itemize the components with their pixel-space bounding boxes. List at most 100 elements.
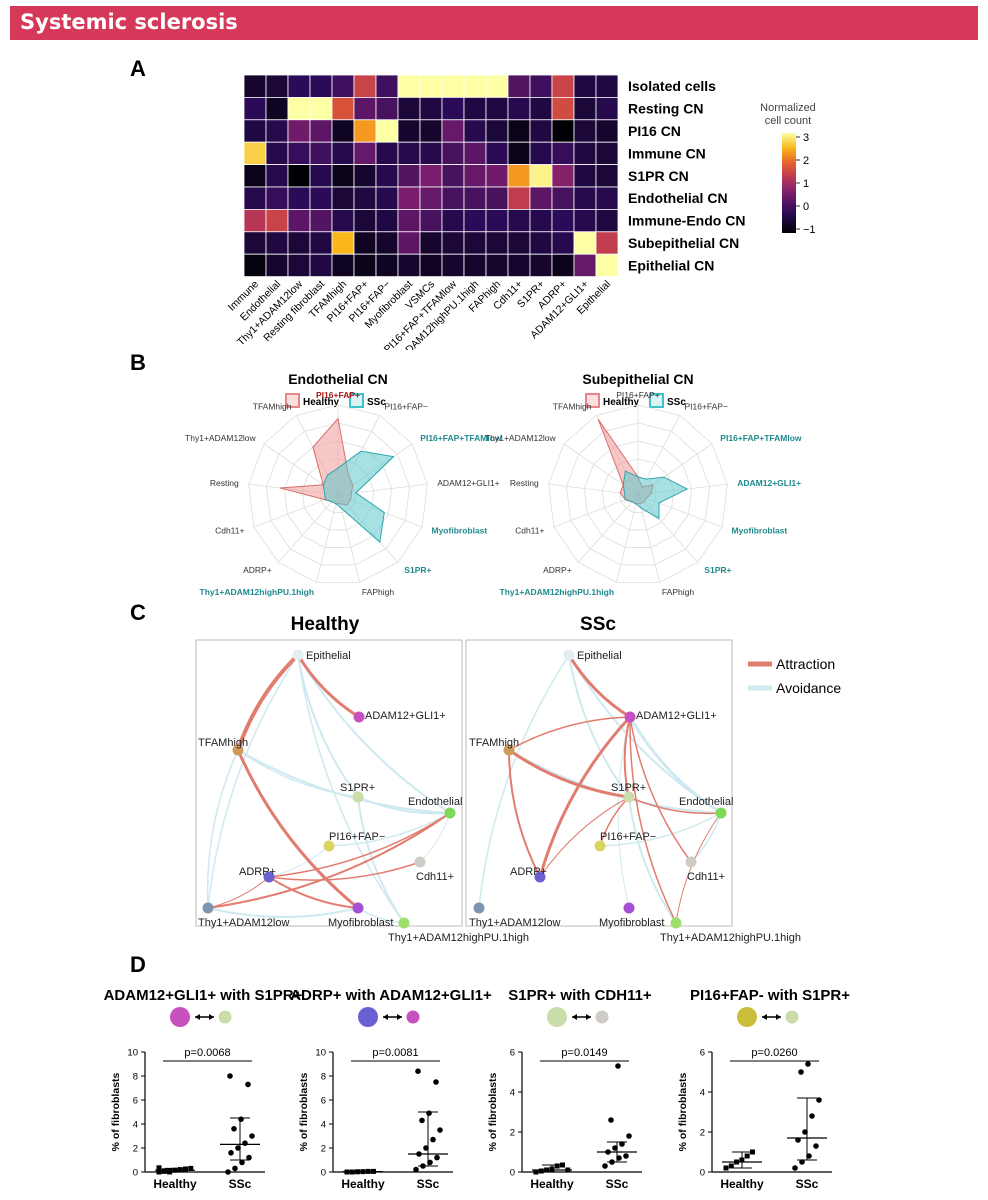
avoidance-edge bbox=[207, 654, 299, 909]
heatmap-cell bbox=[397, 74, 421, 98]
radar-grid bbox=[583, 440, 693, 548]
heatmap-cell bbox=[265, 253, 289, 277]
avoidance-edge bbox=[628, 796, 677, 924]
heatmap-cell bbox=[595, 141, 619, 165]
heatmap-cell bbox=[529, 253, 553, 277]
radar-spoke bbox=[337, 494, 360, 583]
network-node bbox=[594, 840, 606, 852]
heatmap-cell bbox=[441, 141, 465, 165]
radar-axis-label: Thy1+ADAM12low bbox=[185, 433, 256, 443]
heatmap-cell bbox=[419, 231, 443, 255]
heatmap-cell bbox=[551, 231, 575, 255]
healthy-point bbox=[161, 1168, 167, 1174]
radar-axis-label: FAPhigh bbox=[362, 587, 394, 597]
heatmap-cell bbox=[353, 74, 377, 98]
legend-ssc-label: SSc bbox=[667, 397, 686, 408]
heatmap-cell bbox=[529, 141, 553, 165]
heatmap-cell bbox=[573, 231, 597, 255]
radar-axis-label: Thy1+ADAM12low bbox=[485, 433, 556, 443]
attraction-edge bbox=[236, 653, 300, 751]
avoidance-edge bbox=[628, 716, 722, 815]
ssc-point bbox=[423, 1145, 429, 1151]
heatmap-cell bbox=[595, 74, 619, 98]
heatmap-cell bbox=[573, 186, 597, 210]
healthy-point bbox=[365, 1168, 371, 1174]
ssc-point bbox=[619, 1141, 625, 1147]
healthy-point bbox=[744, 1153, 750, 1159]
heatmap-cell bbox=[419, 186, 443, 210]
avoidance-edge bbox=[617, 716, 631, 909]
x-tick-label: SSc bbox=[796, 1177, 819, 1191]
heatmap-cell bbox=[441, 231, 465, 255]
radar-grid bbox=[601, 458, 675, 531]
network-node-label: PI16+FAP− bbox=[329, 831, 385, 843]
cell-type-bubble bbox=[218, 1010, 232, 1024]
healthy-point bbox=[560, 1162, 565, 1168]
heatmap-cell bbox=[331, 141, 355, 165]
heatmap-cell bbox=[287, 97, 311, 121]
ssc-point bbox=[612, 1145, 618, 1151]
banner-title: Systemic sclerosis bbox=[20, 10, 238, 34]
legend-ssc-swatch bbox=[349, 393, 364, 408]
heatmap-cell bbox=[441, 208, 465, 233]
ssc-point bbox=[799, 1159, 805, 1165]
heatmap-cell bbox=[397, 208, 421, 233]
network-node-label: TFAMhigh bbox=[469, 737, 519, 749]
radar-axis-label: ADAM12+GLI1+ bbox=[737, 478, 801, 488]
ssc-point bbox=[616, 1155, 622, 1161]
heatmap-cell bbox=[353, 119, 377, 143]
ssc-point bbox=[231, 1126, 237, 1132]
heatmap-cell bbox=[419, 164, 443, 188]
heatmap-cell bbox=[507, 208, 531, 233]
radar-axis-label: TFAMhigh bbox=[253, 401, 292, 411]
cell-type-bubble bbox=[785, 1010, 799, 1024]
attraction-edge bbox=[539, 796, 630, 878]
ssc-point bbox=[413, 1166, 419, 1173]
attraction-edge bbox=[236, 749, 359, 910]
figure-banner: Systemic sclerosis bbox=[10, 6, 978, 40]
heatmap-cell bbox=[441, 186, 465, 210]
heatmap-row-label: Immune CN bbox=[628, 145, 706, 161]
heatmap-cell bbox=[353, 186, 377, 210]
radar-axis-label: ADRP+ bbox=[543, 565, 572, 575]
heatmap-cell bbox=[375, 119, 399, 143]
legend-attraction-label: Attraction bbox=[776, 656, 835, 672]
network-node-label: PI16+FAP− bbox=[600, 831, 656, 843]
radar-spoke bbox=[616, 494, 639, 583]
ssc-point bbox=[795, 1137, 801, 1143]
heatmap-cell bbox=[595, 208, 619, 233]
heatmap-cell bbox=[441, 119, 465, 143]
heatmap-cell bbox=[485, 74, 509, 98]
network-node-label: Epithelial bbox=[306, 650, 351, 662]
ssc-point bbox=[802, 1129, 808, 1135]
cell-type-bubble bbox=[737, 1007, 757, 1027]
ssc-point bbox=[805, 1061, 811, 1067]
heatmap-cell bbox=[353, 164, 377, 188]
network-node bbox=[352, 791, 364, 803]
avoidance-edge bbox=[357, 796, 451, 815]
y-tick-label: 6 bbox=[321, 1096, 326, 1107]
ssc-point bbox=[238, 1116, 244, 1122]
heatmap-cell bbox=[309, 97, 333, 121]
p-value: p=0.0068 bbox=[184, 1047, 230, 1059]
heatmap-cell bbox=[331, 164, 355, 188]
colorbar-tick-label: −1 bbox=[803, 224, 816, 236]
heatmap-cell bbox=[265, 164, 289, 188]
heatmap-cell bbox=[463, 186, 487, 210]
y-tick-label: 8 bbox=[133, 1072, 138, 1083]
heatmap-cell bbox=[507, 141, 531, 165]
heatmap-cell bbox=[397, 141, 421, 165]
radar-spoke bbox=[253, 494, 339, 528]
heatmap-cell bbox=[287, 186, 311, 210]
heatmap-cell bbox=[507, 186, 531, 210]
ssc-point bbox=[809, 1113, 815, 1119]
heatmap-row-label: Epithelial CN bbox=[628, 257, 714, 273]
x-tick-label: Healthy bbox=[720, 1177, 764, 1191]
healthy-point bbox=[549, 1166, 555, 1172]
heatmap-cell bbox=[265, 141, 289, 165]
attraction-edge bbox=[508, 716, 631, 751]
ssc-point bbox=[430, 1136, 436, 1143]
radar-axis-label: PI16+FAP+ bbox=[616, 390, 660, 400]
legend-ssc-label: SSc bbox=[367, 397, 386, 408]
heatmap-cell bbox=[595, 97, 619, 121]
